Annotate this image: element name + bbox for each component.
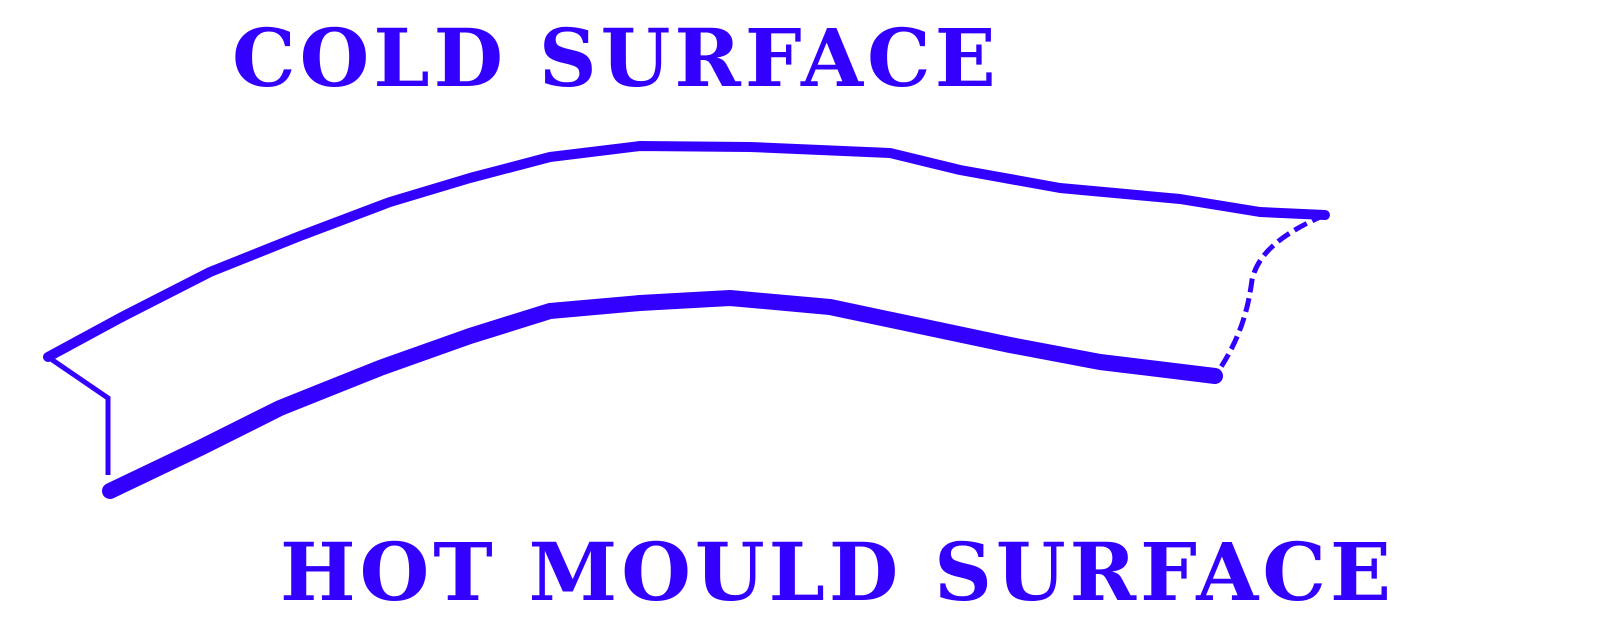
cold-surface-label: COLD SURFACE <box>232 11 1000 105</box>
hot-mould-surface-curve <box>102 290 1223 499</box>
hot-mould-surface-label: HOT MOULD SURFACE <box>280 525 1395 619</box>
right-edge-line <box>1212 212 1326 378</box>
left-edge-line <box>46 354 111 475</box>
cold-surface-curve <box>43 141 1330 362</box>
